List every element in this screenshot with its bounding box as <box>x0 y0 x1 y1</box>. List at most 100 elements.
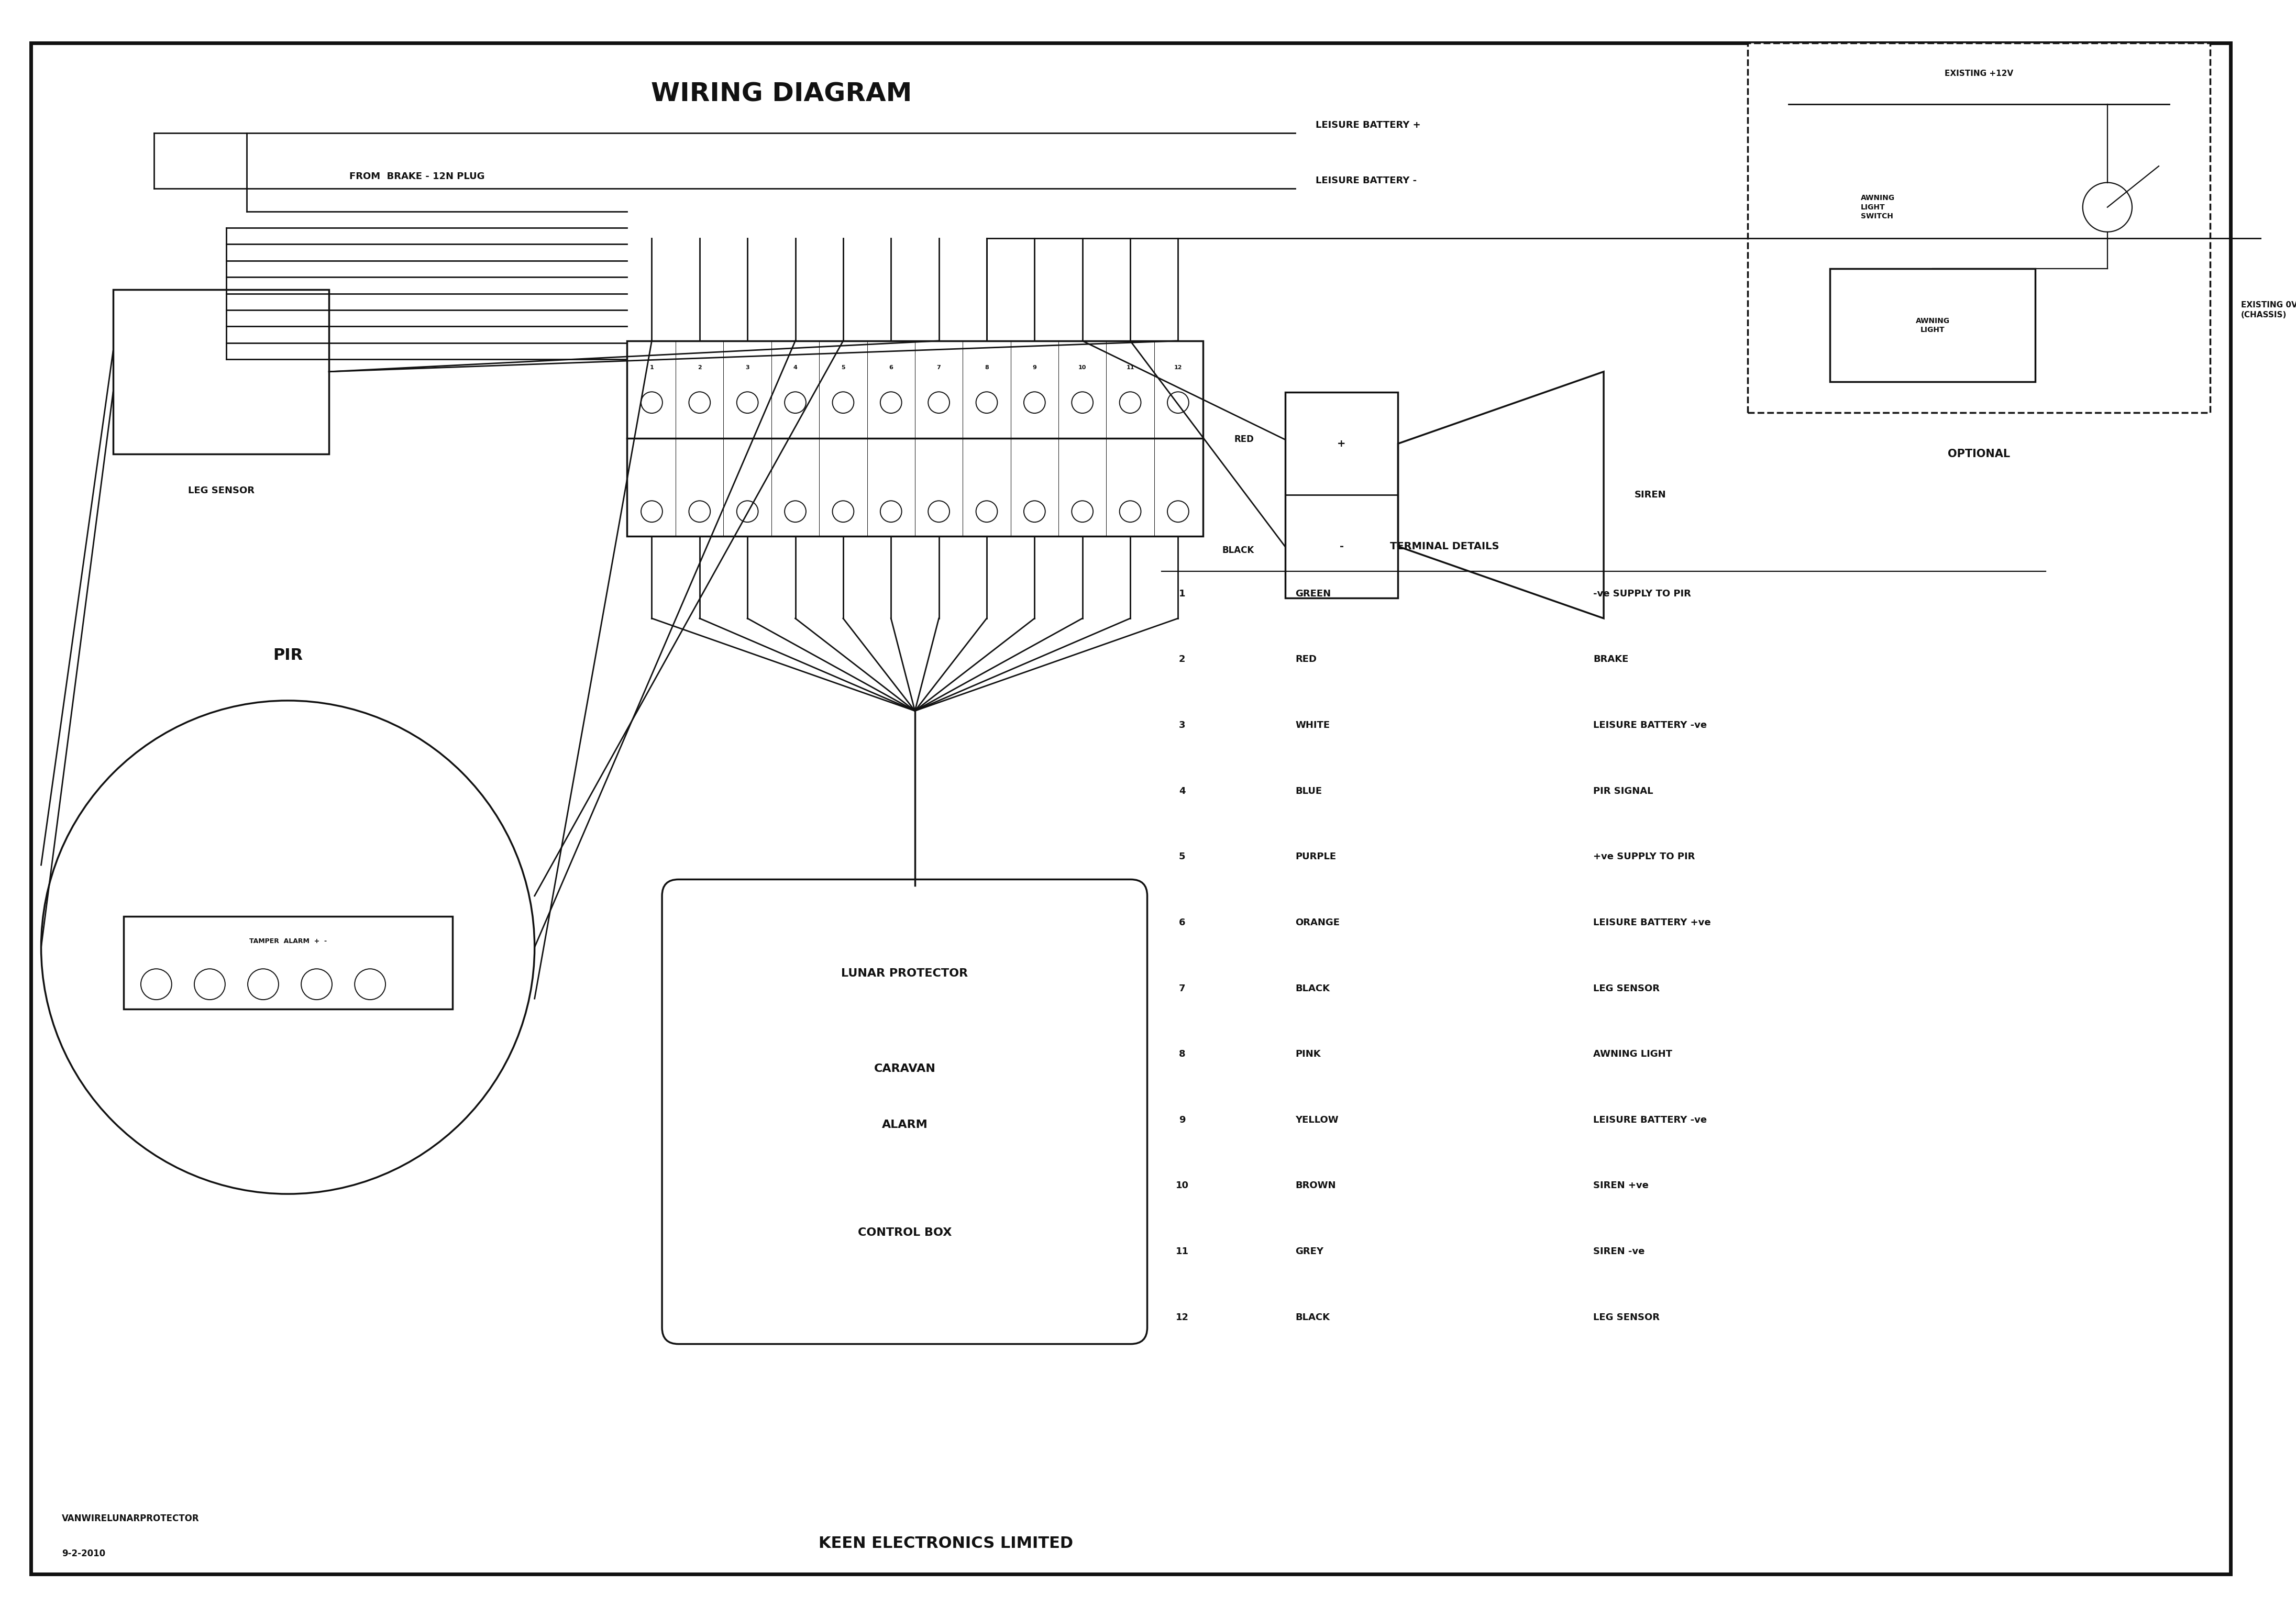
Circle shape <box>879 391 902 414</box>
Circle shape <box>1024 391 1045 414</box>
Circle shape <box>976 501 996 522</box>
Text: CARAVAN: CARAVAN <box>875 1064 934 1074</box>
Text: TAMPER  ALARM  +  -: TAMPER ALARM + - <box>248 938 326 944</box>
Text: LUNAR PROTECTOR: LUNAR PROTECTOR <box>840 969 969 978</box>
Circle shape <box>1072 501 1093 522</box>
Circle shape <box>976 391 996 414</box>
Bar <box>1747 42 2211 412</box>
Text: 6: 6 <box>1178 918 1185 927</box>
Text: BLACK: BLACK <box>1221 547 1254 555</box>
Bar <box>627 341 1203 537</box>
Text: PIR SIGNAL: PIR SIGNAL <box>1593 786 1653 796</box>
Circle shape <box>2082 183 2133 231</box>
Text: 9: 9 <box>1178 1116 1185 1125</box>
Text: BLUE: BLUE <box>1295 786 1322 796</box>
Text: LEG SENSOR: LEG SENSOR <box>1593 983 1660 993</box>
Text: 8: 8 <box>1178 1049 1185 1059</box>
Text: LEISURE BATTERY -ve: LEISURE BATTERY -ve <box>1593 1116 1708 1125</box>
Text: KEEN ELECTRONICS LIMITED: KEEN ELECTRONICS LIMITED <box>817 1536 1072 1551</box>
Text: GREY: GREY <box>1295 1247 1322 1256</box>
Circle shape <box>354 969 386 999</box>
Text: 5: 5 <box>1178 852 1185 862</box>
Text: BROWN: BROWN <box>1295 1180 1336 1190</box>
Text: 1: 1 <box>1178 589 1185 598</box>
Text: ORANGE: ORANGE <box>1295 918 1341 927</box>
Text: 7: 7 <box>1178 983 1185 993</box>
Text: LEISURE BATTERY -: LEISURE BATTERY - <box>1316 176 1417 186</box>
Circle shape <box>1072 391 1093 414</box>
Text: YELLOW: YELLOW <box>1295 1116 1339 1125</box>
Text: 11: 11 <box>1125 365 1134 370</box>
Text: BLACK: BLACK <box>1295 983 1329 993</box>
Text: EXISTING 0V
(CHASSIS): EXISTING 0V (CHASSIS) <box>2241 301 2296 319</box>
Circle shape <box>737 391 758 414</box>
Text: 1: 1 <box>650 365 654 370</box>
Text: PIR: PIR <box>273 648 303 663</box>
Circle shape <box>1120 391 1141 414</box>
Text: LEISURE BATTERY +ve: LEISURE BATTERY +ve <box>1593 918 1711 927</box>
Text: SIREN: SIREN <box>1635 490 1667 500</box>
Circle shape <box>928 501 951 522</box>
Text: AWNING
LIGHT: AWNING LIGHT <box>1915 317 1949 333</box>
Text: 10: 10 <box>1176 1180 1189 1190</box>
Text: OPTIONAL: OPTIONAL <box>1947 448 2009 459</box>
Text: RED: RED <box>1235 435 1254 445</box>
Text: PINK: PINK <box>1295 1049 1320 1059</box>
Text: LEISURE BATTERY +: LEISURE BATTERY + <box>1316 120 1421 129</box>
Circle shape <box>301 969 333 999</box>
Circle shape <box>879 501 902 522</box>
Text: 4: 4 <box>792 365 797 370</box>
Circle shape <box>689 391 709 414</box>
Circle shape <box>641 391 664 414</box>
Text: AWNING LIGHT: AWNING LIGHT <box>1593 1049 1671 1059</box>
Text: -ve SUPPLY TO PIR: -ve SUPPLY TO PIR <box>1593 589 1692 598</box>
Text: FROM  BRAKE - 12N PLUG: FROM BRAKE - 12N PLUG <box>349 171 484 181</box>
Text: 6: 6 <box>889 365 893 370</box>
Circle shape <box>248 969 278 999</box>
Text: 12: 12 <box>1173 365 1182 370</box>
Text: WHITE: WHITE <box>1295 721 1329 729</box>
Text: 12: 12 <box>1176 1313 1189 1323</box>
Text: +: + <box>1336 438 1345 448</box>
Circle shape <box>833 501 854 522</box>
Circle shape <box>41 700 535 1193</box>
Bar <box>113 289 328 454</box>
Circle shape <box>195 969 225 999</box>
Text: AWNING
LIGHT
SWITCH: AWNING LIGHT SWITCH <box>1860 194 1894 220</box>
Circle shape <box>785 391 806 414</box>
Text: 9-2-2010: 9-2-2010 <box>62 1549 106 1559</box>
Text: SIREN -ve: SIREN -ve <box>1593 1247 1644 1256</box>
FancyBboxPatch shape <box>661 880 1148 1344</box>
Circle shape <box>641 501 664 522</box>
Text: 10: 10 <box>1079 365 1086 370</box>
Text: 11: 11 <box>1176 1247 1189 1256</box>
Circle shape <box>1024 501 1045 522</box>
Text: 7: 7 <box>937 365 941 370</box>
Bar <box>1830 268 2037 382</box>
Text: 5: 5 <box>840 365 845 370</box>
Text: 2: 2 <box>1178 655 1185 665</box>
Text: 8: 8 <box>985 365 990 370</box>
Circle shape <box>928 391 951 414</box>
Circle shape <box>737 501 758 522</box>
Text: SIREN +ve: SIREN +ve <box>1593 1180 1649 1190</box>
Text: LEG SENSOR: LEG SENSOR <box>1593 1313 1660 1323</box>
Text: VANWIRELUNARPROTECTOR: VANWIRELUNARPROTECTOR <box>62 1514 200 1523</box>
Text: ALARM: ALARM <box>882 1119 928 1130</box>
Text: EXISTING +12V: EXISTING +12V <box>1945 70 2014 78</box>
Circle shape <box>689 501 709 522</box>
Circle shape <box>833 391 854 414</box>
Text: 9: 9 <box>1033 365 1035 370</box>
Text: PURPLE: PURPLE <box>1295 852 1336 862</box>
Text: 3: 3 <box>1178 721 1185 729</box>
Text: 3: 3 <box>746 365 748 370</box>
Text: GREEN: GREEN <box>1295 589 1332 598</box>
Text: LEISURE BATTERY -ve: LEISURE BATTERY -ve <box>1593 721 1708 729</box>
Circle shape <box>1120 501 1141 522</box>
Text: CONTROL BOX: CONTROL BOX <box>859 1227 951 1239</box>
Text: BRAKE: BRAKE <box>1593 655 1628 665</box>
Text: 4: 4 <box>1178 786 1185 796</box>
Circle shape <box>1166 501 1189 522</box>
Circle shape <box>140 969 172 999</box>
Text: -: - <box>1339 542 1343 551</box>
